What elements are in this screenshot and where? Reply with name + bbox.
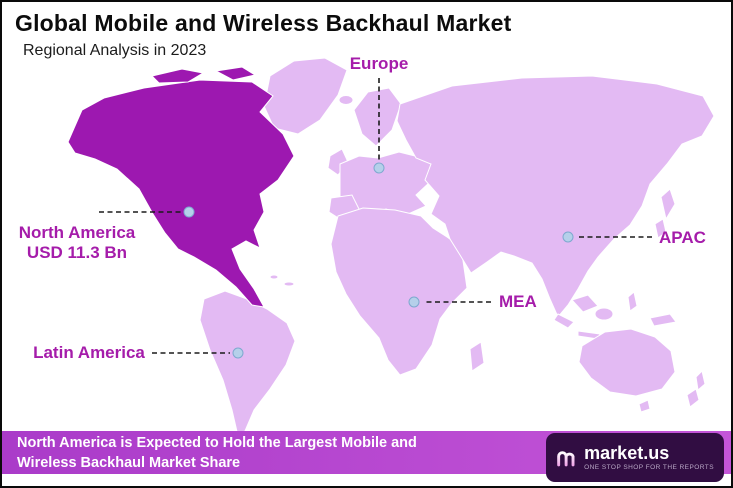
region-borneo (594, 307, 614, 321)
region-sumatra (553, 313, 575, 329)
page-title: Global Mobile and Wireless Backhaul Mark… (15, 10, 512, 36)
markers (183, 162, 574, 359)
region-southeast-asia-peninsula (571, 294, 599, 313)
region-caribbean-2 (283, 281, 295, 287)
label-latin-america: Latin America (33, 343, 145, 362)
marker-europe (373, 162, 385, 174)
region-scandinavia (353, 87, 402, 147)
logo-brand-text: market.us (584, 443, 670, 463)
label-mea: MEA (499, 292, 537, 311)
marker-latin-america (232, 347, 244, 359)
market-us-logo: market.us ONE STOP SHOP FOR THE REPORTS (546, 433, 724, 482)
region-new-guinea (649, 313, 677, 327)
world-map (67, 57, 715, 437)
market-us-logo-icon (557, 450, 575, 466)
label-apac: APAC (659, 228, 706, 247)
region-canadian-arctic-islands-1 (151, 68, 205, 84)
insight-banner-line2: Wireless Backhaul Market Share (17, 454, 241, 471)
marker-north-america (183, 206, 195, 218)
region-tasmania (638, 399, 651, 413)
region-japan-south (654, 218, 667, 239)
region-japan (660, 188, 676, 221)
logo-tagline: ONE STOP SHOP FOR THE REPORTS (584, 464, 714, 471)
region-madagascar (469, 341, 485, 372)
header: Global Mobile and Wireless Backhaul Mark… (15, 10, 511, 60)
marker-apac (562, 231, 574, 243)
region-new-zealand-south (686, 388, 700, 408)
region-greenland (263, 57, 348, 135)
regions-light-group (199, 57, 715, 437)
page-subtitle: Regional Analysis in 2023 (23, 42, 207, 59)
region-philippines (627, 291, 638, 312)
label-europe: Europe (349, 54, 409, 73)
region-australia (578, 328, 676, 397)
region-canadian-arctic-islands-2 (214, 66, 257, 81)
leader-lines (99, 78, 652, 354)
label-north-america: North America USD 11.3 Bn (6, 223, 148, 263)
label-north-america-value: USD 11.3 Bn (26, 243, 128, 262)
insight-banner-line1: North America is Expected to Hold the La… (17, 435, 417, 451)
region-iceland (338, 95, 354, 105)
region-north-america (67, 79, 295, 308)
regions-highlight-group (67, 66, 295, 308)
region-south-america (199, 290, 296, 437)
marker-mea (408, 296, 420, 308)
region-africa (330, 207, 468, 376)
label-north-america-region: North America (18, 223, 136, 242)
region-new-zealand-north (695, 370, 706, 391)
market-us-logo-text: market.us ONE STOP SHOP FOR THE REPORTS (584, 444, 714, 471)
region-caribbean-1 (269, 274, 279, 280)
